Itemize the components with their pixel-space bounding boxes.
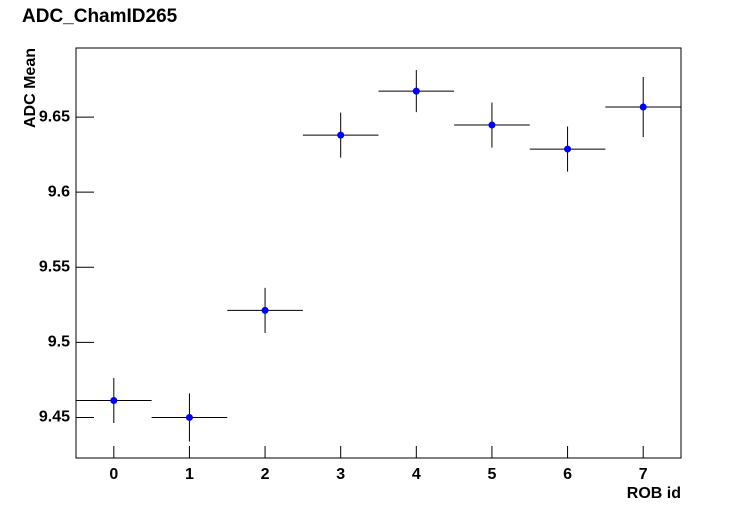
- data-point: [412, 87, 420, 95]
- x-tick-label: 5: [487, 466, 496, 483]
- y-tick-label: 9.6: [48, 183, 70, 200]
- data-point: [337, 131, 345, 139]
- data-point: [488, 121, 496, 129]
- y-axis-label: ADC Mean: [22, 48, 39, 128]
- chart-title: ADC_ChamID265: [22, 6, 178, 27]
- x-tick-label: 1: [185, 466, 194, 483]
- data-point: [261, 306, 269, 314]
- x-tick-label: 0: [109, 466, 118, 483]
- data-point: [564, 145, 572, 153]
- x-tick-label: 6: [563, 466, 572, 483]
- y-tick-label: 9.55: [39, 258, 70, 275]
- data-point: [185, 413, 193, 421]
- x-tick-label: 4: [412, 466, 421, 483]
- data-point: [639, 103, 647, 111]
- y-tick-label: 9.45: [39, 409, 70, 426]
- x-tick-label: 7: [639, 466, 648, 483]
- plot-frame: [75, 47, 682, 459]
- y-tick-label: 9.5: [48, 334, 70, 351]
- x-tick-label: 2: [261, 466, 270, 483]
- x-tick-label: 3: [336, 466, 345, 483]
- y-tick-label: 9.65: [39, 108, 70, 125]
- x-axis-label: ROB id: [627, 485, 681, 502]
- data-point: [110, 396, 118, 404]
